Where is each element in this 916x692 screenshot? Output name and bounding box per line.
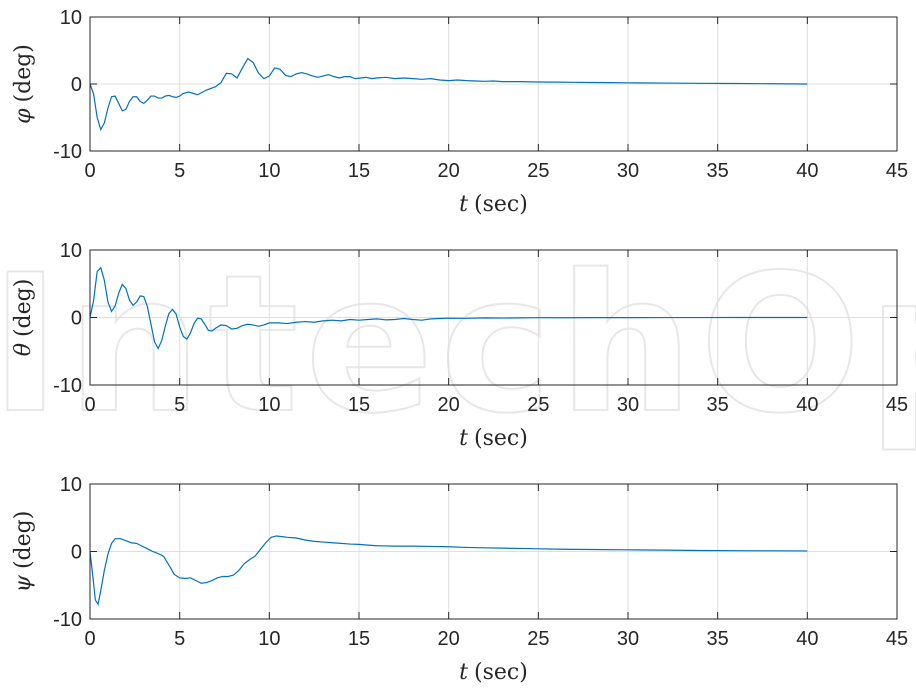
subplot-psi-xlabel-symbol: t [459,660,468,685]
subplot-theta-xtick-label: 15 [348,394,370,416]
subplot-phi-xtick-label: 45 [886,160,908,182]
subplot-phi-xlabel: t (sec) [459,192,528,217]
subplot-phi-line [89,57,808,132]
subplot-phi-ylabel-symbol: φ [11,108,36,124]
subplot-phi-ytick-label: 10 [60,7,82,29]
subplot-phi-xlabel-unit: (sec) [474,192,528,217]
subplot-psi-xtick-label: 45 [886,628,908,650]
subplot-theta-ylabel-symbol: θ [11,343,36,356]
watermark: IntechOpen [0,234,916,455]
subplot-psi-xtick-label: 40 [796,628,818,650]
subplot-phi-xtick-label: 15 [348,160,370,182]
subplot-phi-xtick-label: 0 [84,160,95,182]
subplot-phi-ylabel-unit: (deg) [11,44,36,102]
subplot-psi-ytick-label: 10 [60,474,82,496]
subplot-phi-ytick-label: 0 [71,74,82,96]
subplot-phi-xtick-label: 20 [438,160,460,182]
subplot-psi-xtick-label: 20 [438,628,460,650]
subplot-theta-xtick-label: 45 [886,394,908,416]
subplot-phi-xtick-label: 40 [796,160,818,182]
subplot-theta-ylabel-unit: (deg) [11,279,36,337]
subplot-psi-xtick-label: 25 [527,628,549,650]
subplot-theta-xtick-label: 30 [617,394,639,416]
subplot-psi-xtick-label: 5 [174,628,185,650]
subplot-theta-xtick-label: 35 [707,394,729,416]
subplot-theta-xtick-label: 10 [258,394,280,416]
subplot-psi-xtick-label: 30 [617,628,639,650]
subplot-psi-ylabel: ψ (deg) [11,511,36,593]
subplot-psi-ylabel-unit: (deg) [11,511,36,569]
subplot-theta-ytick-label: 10 [60,240,82,262]
subplot-psi-xtick-label: 15 [348,628,370,650]
subplot-theta-xlabel: t (sec) [459,426,528,451]
subplot-theta-ylabel: θ (deg) [11,279,36,357]
subplot-theta-xlabel-symbol: t [459,426,468,451]
subplot-psi-xlabel: t (sec) [459,660,528,685]
subplot-theta-xtick-label: 0 [84,394,95,416]
subplot-phi-xtick-label: 25 [527,160,549,182]
subplot-psi-grid [90,484,897,619]
subplot-theta-ytick-label: -10 [53,375,82,397]
subplot-psi-xtick-label: 35 [707,628,729,650]
subplot-phi-xtick-label: 5 [174,160,185,182]
subplot-theta-xtick-label: 40 [796,394,818,416]
subplot-theta-xlabel-unit: (sec) [474,426,528,451]
subplot-psi-line [89,535,808,606]
subplot-psi-xlabel-unit: (sec) [474,660,528,685]
subplot-psi-xtick-label: 10 [258,628,280,650]
subplot-psi-xtick-label: 0 [84,628,95,650]
subplot-phi-xtick-label: 35 [707,160,729,182]
subplot-theta-ytick-label: 0 [71,308,82,330]
subplot-phi-xlabel-symbol: t [459,192,468,217]
subplot-phi-ylabel: φ (deg) [11,44,36,124]
subplot-phi-ytick-label: -10 [53,141,82,163]
subplot-psi-ytick-label: 0 [71,542,82,564]
subplot-phi-xtick-label: 30 [617,160,639,182]
subplot-theta-line [89,266,808,350]
subplot-phi-xtick-label: 10 [258,160,280,182]
subplot-theta-xtick-label: 5 [174,394,185,416]
subplot-psi-ylabel-symbol: ψ [11,574,36,592]
subplot-theta-xtick-label: 25 [527,394,549,416]
subplot-theta-xtick-label: 20 [438,394,460,416]
subplot-psi-ytick-label: -10 [53,609,82,631]
